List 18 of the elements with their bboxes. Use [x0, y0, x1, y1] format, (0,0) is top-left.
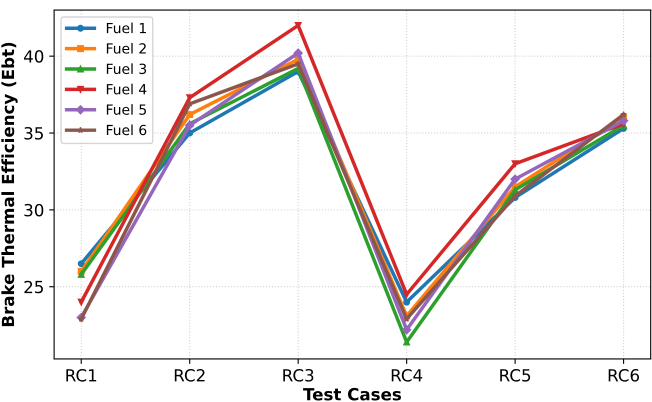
x-tick-label: RC2 [174, 369, 205, 382]
y-axis-title: Brake Thermal Efficiency (Ebt) [1, 42, 18, 326]
legend-label: Fuel 1 [106, 22, 146, 34]
legend-label: Fuel 3 [106, 63, 146, 74]
y-tick-label: 35 [24, 126, 43, 140]
x-tick-label: RC4 [392, 369, 422, 382]
x-tick-label: RC1 [66, 369, 96, 382]
x-tick-label: RC6 [608, 369, 640, 382]
legend-label: Fuel 4 [106, 84, 146, 94]
x-axis-title: Test Cases [303, 388, 402, 401]
legend-label: Fuel 2 [106, 42, 146, 54]
x-tick-label: RC3 [283, 369, 314, 382]
y-tick-label: 40 [24, 50, 44, 63]
legend-label: Fuel 6 [106, 124, 146, 136]
x-tick-label: RC5 [500, 369, 530, 382]
legend-label: Fuel 5 [106, 104, 146, 115]
y-tick-label: 25 [24, 280, 43, 294]
y-tick-label: 30 [24, 204, 44, 216]
